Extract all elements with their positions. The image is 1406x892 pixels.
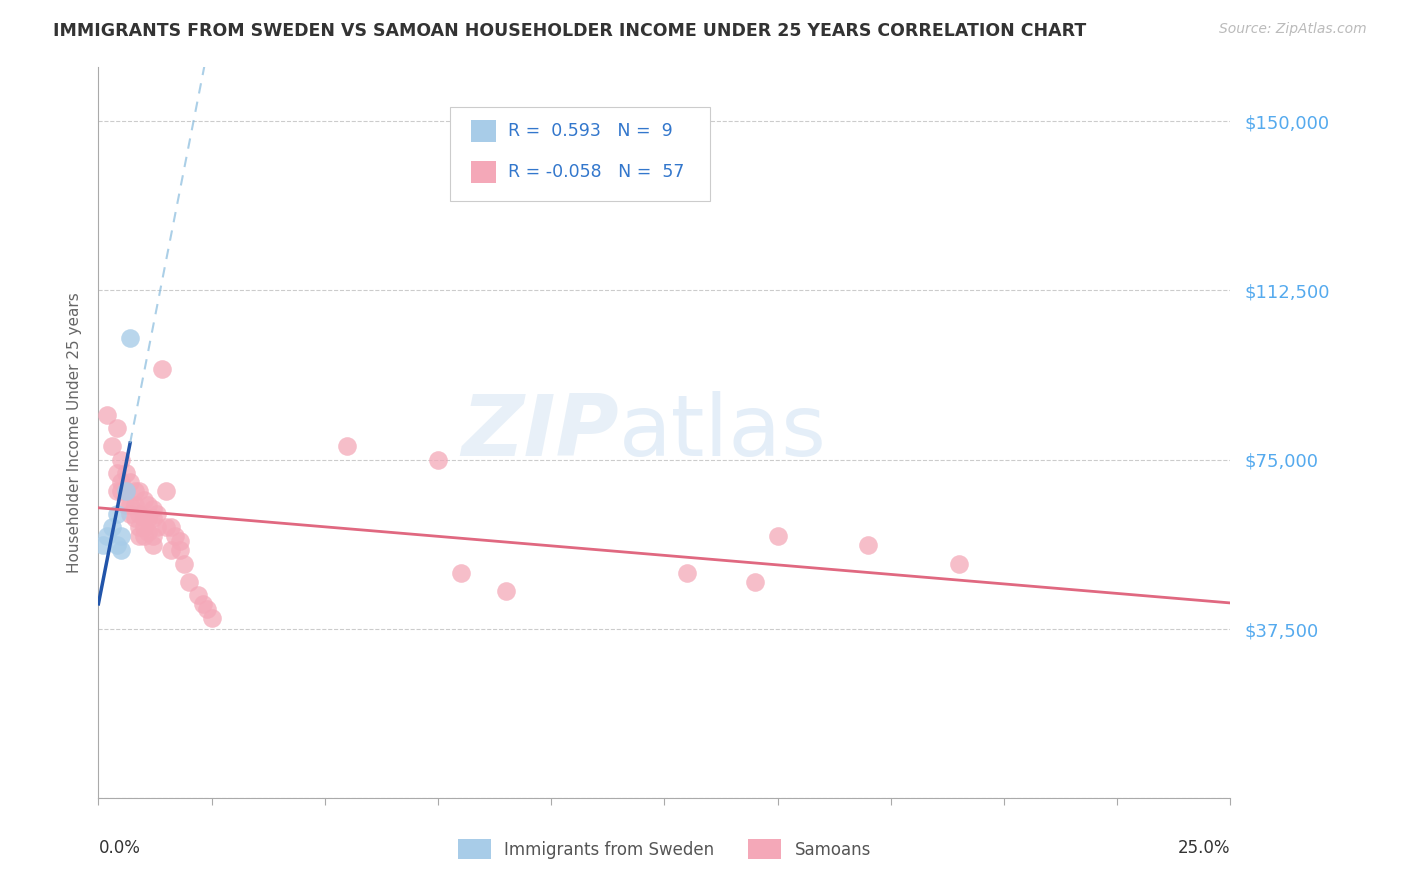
Point bbox=[160, 543, 183, 558]
Point bbox=[744, 574, 766, 589]
Point bbox=[110, 543, 132, 558]
Point bbox=[114, 498, 136, 512]
Point bbox=[114, 484, 136, 499]
Point bbox=[101, 439, 124, 453]
Point bbox=[120, 331, 142, 345]
Point bbox=[856, 539, 879, 553]
Point bbox=[142, 511, 165, 525]
Point bbox=[114, 484, 136, 499]
Point bbox=[128, 507, 150, 521]
Point bbox=[105, 507, 128, 521]
Point bbox=[96, 408, 118, 422]
Point bbox=[187, 588, 209, 602]
Point bbox=[124, 511, 146, 525]
Point bbox=[128, 529, 150, 543]
Point bbox=[136, 511, 159, 525]
Point bbox=[110, 452, 132, 467]
Point bbox=[766, 529, 789, 543]
Point bbox=[450, 566, 472, 580]
Point bbox=[105, 484, 128, 499]
Point bbox=[132, 520, 155, 534]
Point bbox=[146, 520, 169, 534]
Point bbox=[336, 439, 359, 453]
Point bbox=[155, 520, 177, 534]
Point bbox=[124, 498, 146, 512]
Point bbox=[124, 484, 146, 499]
Text: R =  0.593   N =  9: R = 0.593 N = 9 bbox=[508, 122, 672, 140]
Point bbox=[142, 502, 165, 516]
Point bbox=[105, 539, 128, 553]
Point bbox=[105, 421, 128, 435]
Text: IMMIGRANTS FROM SWEDEN VS SAMOAN HOUSEHOLDER INCOME UNDER 25 YEARS CORRELATION C: IMMIGRANTS FROM SWEDEN VS SAMOAN HOUSEHO… bbox=[53, 22, 1087, 40]
Point bbox=[91, 539, 114, 553]
Point bbox=[495, 583, 517, 598]
Point bbox=[105, 467, 128, 481]
Point bbox=[948, 557, 970, 571]
Point bbox=[169, 543, 191, 558]
Point bbox=[201, 611, 224, 625]
Text: 0.0%: 0.0% bbox=[98, 838, 141, 856]
Text: Source: ZipAtlas.com: Source: ZipAtlas.com bbox=[1219, 22, 1367, 37]
Point bbox=[146, 507, 169, 521]
Point bbox=[150, 362, 173, 376]
Point bbox=[96, 529, 118, 543]
Point bbox=[427, 452, 450, 467]
Text: atlas: atlas bbox=[619, 391, 827, 475]
Point bbox=[676, 566, 699, 580]
Point bbox=[177, 574, 200, 589]
Point bbox=[110, 484, 132, 499]
Point bbox=[132, 511, 155, 525]
Point bbox=[165, 529, 187, 543]
Point bbox=[155, 484, 177, 499]
Legend: Immigrants from Sweden, Samoans: Immigrants from Sweden, Samoans bbox=[458, 839, 870, 860]
Point bbox=[132, 529, 155, 543]
Point bbox=[120, 475, 142, 490]
Point bbox=[120, 507, 142, 521]
Point bbox=[128, 484, 150, 499]
Text: R = -0.058   N =  57: R = -0.058 N = 57 bbox=[508, 163, 683, 181]
Text: ZIP: ZIP bbox=[461, 391, 619, 475]
Point bbox=[136, 524, 159, 539]
Point bbox=[101, 520, 124, 534]
Point bbox=[110, 475, 132, 490]
Point bbox=[160, 520, 183, 534]
Point bbox=[191, 597, 214, 611]
Point bbox=[136, 498, 159, 512]
Point bbox=[142, 529, 165, 543]
Point bbox=[114, 467, 136, 481]
Point bbox=[169, 533, 191, 548]
Point bbox=[195, 601, 218, 615]
Point bbox=[120, 498, 142, 512]
Point bbox=[110, 529, 132, 543]
Y-axis label: Householder Income Under 25 years: Householder Income Under 25 years bbox=[66, 293, 82, 573]
Text: 25.0%: 25.0% bbox=[1178, 838, 1230, 856]
Point bbox=[173, 557, 195, 571]
Point bbox=[142, 539, 165, 553]
Point bbox=[128, 520, 150, 534]
Point bbox=[132, 493, 155, 508]
